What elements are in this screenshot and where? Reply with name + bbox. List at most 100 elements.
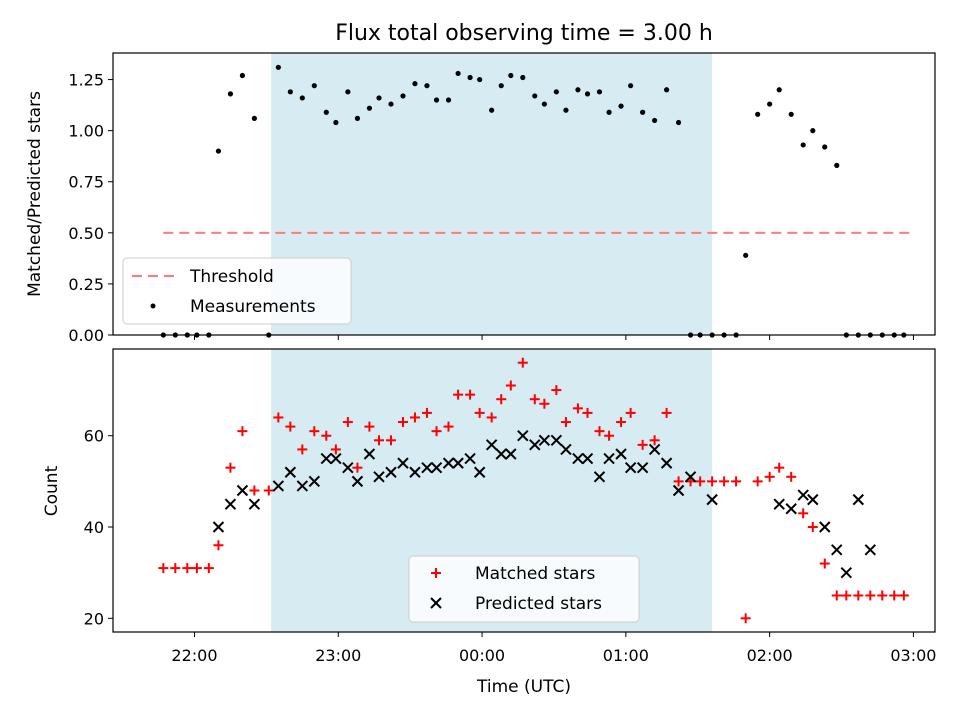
matched-star-point bbox=[182, 563, 193, 574]
x-tick-label: 01:00 bbox=[603, 646, 649, 665]
predicted-star-point bbox=[593, 471, 606, 483]
predicted-star-point bbox=[272, 480, 285, 492]
matched-star-point bbox=[707, 476, 718, 487]
x-tick-label: 02:00 bbox=[747, 646, 793, 665]
predicted-star-point bbox=[864, 544, 877, 556]
matched-star-point bbox=[158, 563, 169, 574]
matched-star-point bbox=[853, 590, 864, 601]
measurement-point bbox=[810, 128, 816, 134]
measurement-point bbox=[412, 81, 418, 87]
predicted-star-point bbox=[330, 452, 342, 465]
predicted-star-point bbox=[212, 521, 225, 533]
bottom-y-axis-ticks: 20 40 60 bbox=[84, 427, 113, 628]
predicted-star-point bbox=[624, 461, 637, 474]
measurement-point bbox=[663, 87, 670, 93]
y-tick-label: 0.25 bbox=[68, 275, 104, 294]
y-tick-label: 1.00 bbox=[68, 122, 104, 141]
measurement-point bbox=[275, 64, 281, 70]
measurement-point bbox=[532, 93, 538, 99]
measurement-point bbox=[498, 83, 504, 89]
matched-star-point bbox=[625, 407, 636, 418]
predicted-star-point bbox=[224, 498, 237, 510]
predicted-star-point bbox=[603, 452, 615, 465]
y-tick-label: 0.75 bbox=[68, 173, 104, 192]
matched-star-point bbox=[297, 444, 308, 455]
measurement-point bbox=[366, 105, 373, 111]
measurement-point bbox=[652, 117, 658, 124]
measurement-point bbox=[541, 101, 547, 107]
matched-star-point bbox=[661, 407, 672, 418]
predicted-star-point bbox=[342, 461, 354, 474]
measurement-point bbox=[743, 252, 749, 258]
matched-star-point bbox=[191, 563, 202, 574]
predicted-star-point bbox=[581, 452, 594, 465]
measurement-point bbox=[345, 89, 351, 95]
matched-star-point bbox=[616, 417, 627, 428]
matched-star-point bbox=[397, 417, 408, 428]
measurement-point bbox=[323, 109, 329, 115]
top-x-axis-ticks bbox=[193, 335, 914, 340]
matched-stars-points bbox=[158, 357, 909, 624]
predicted-star-point bbox=[572, 452, 584, 465]
matched-star-point bbox=[719, 476, 730, 487]
predicted-star-point bbox=[385, 466, 397, 478]
legend-matched-label: Matched stars bbox=[475, 564, 595, 584]
predicted-star-point bbox=[852, 493, 865, 506]
predicted-star-point bbox=[351, 475, 364, 488]
legend-measurements-label: Measurements bbox=[190, 297, 316, 317]
measurement-point bbox=[467, 74, 473, 81]
matched-star-point bbox=[786, 471, 797, 482]
matched-star-point bbox=[807, 522, 818, 533]
matched-star-point bbox=[517, 357, 528, 368]
bottom-legend: Matched stars Predicted stars bbox=[408, 555, 640, 623]
measurement-point bbox=[311, 83, 317, 89]
predicted-star-point bbox=[409, 466, 421, 478]
matched-star-point bbox=[572, 403, 583, 414]
matched-star-point bbox=[409, 412, 420, 423]
x-tick-label: 03:00 bbox=[890, 646, 936, 665]
predicted-star-point bbox=[550, 434, 563, 446]
predicted-star-point bbox=[636, 461, 649, 474]
predicted-stars-points bbox=[212, 430, 877, 579]
measurement-points bbox=[160, 64, 907, 338]
predicted-star-point bbox=[785, 503, 797, 515]
matched-star-point bbox=[582, 407, 593, 418]
top-panel: 0.00 0.25 0.50 0.75 1.00 1.25 Matched/Predict… bbox=[25, 52, 936, 345]
predicted-star-point bbox=[284, 466, 297, 478]
matched-star-point bbox=[560, 417, 571, 428]
measurement-point bbox=[287, 89, 293, 95]
matched-star-point bbox=[841, 590, 852, 601]
top-legend: Threshold Measurements bbox=[122, 257, 352, 325]
matched-star-point bbox=[486, 412, 497, 423]
matched-star-point bbox=[865, 590, 876, 601]
matched-star-point bbox=[431, 426, 442, 437]
matched-star-point bbox=[352, 462, 363, 473]
measurement-point bbox=[455, 70, 461, 77]
matched-star-point bbox=[385, 435, 396, 446]
matched-star-point bbox=[740, 613, 751, 624]
matched-star-point bbox=[203, 563, 214, 574]
measurement-point bbox=[239, 72, 246, 79]
measurement-point bbox=[251, 115, 257, 121]
predicted-star-point bbox=[840, 566, 853, 579]
x-tick-label: 22:00 bbox=[171, 646, 217, 665]
y-tick-label: 40 bbox=[84, 518, 104, 537]
matched-star-point bbox=[453, 389, 464, 400]
measurement-point bbox=[354, 115, 361, 121]
top-y-axis-label: Matched/Predicted stars bbox=[25, 91, 45, 297]
predicted-star-point bbox=[773, 498, 785, 510]
measurement-point bbox=[618, 103, 624, 109]
y-tick-label: 0.50 bbox=[68, 224, 104, 243]
measurement-point bbox=[489, 107, 495, 113]
matched-star-point bbox=[309, 426, 320, 437]
top-plot-frame bbox=[112, 52, 936, 336]
predicted-star-point bbox=[819, 521, 831, 533]
predicted-star-point bbox=[485, 439, 498, 451]
measurement-point bbox=[433, 97, 440, 103]
predicted-star-point bbox=[320, 452, 332, 465]
matched-star-point bbox=[213, 540, 224, 551]
predicted-star-point bbox=[373, 471, 385, 483]
measurement-point bbox=[800, 142, 806, 148]
matched-star-point bbox=[637, 439, 648, 450]
